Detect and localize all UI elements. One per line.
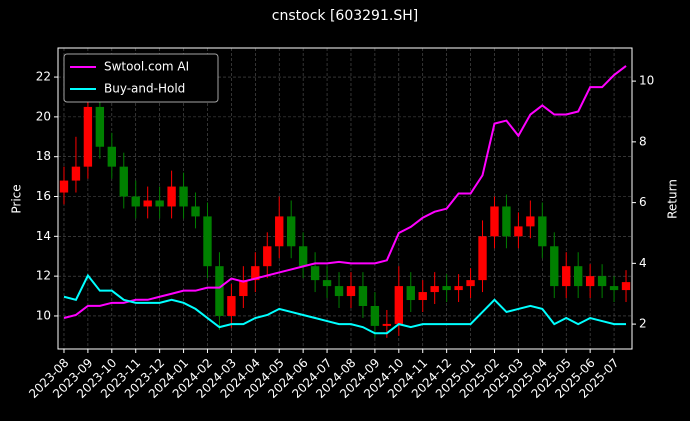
candle-body [526, 216, 535, 227]
return-line [63, 65, 627, 319]
candle-body [298, 246, 308, 267]
candle-body [334, 286, 344, 297]
candle-body [442, 286, 451, 291]
legend-box [63, 53, 219, 103]
candle-body [430, 286, 439, 293]
legend: Swtool.com AI Buy-and-Hold [63, 53, 219, 103]
candle-body [287, 216, 296, 247]
candle-body [155, 200, 164, 207]
y-axis-label: Price [10, 184, 24, 213]
candle-body [538, 216, 547, 247]
candle-body [95, 106, 105, 147]
candle-body [215, 266, 224, 316]
candle-body [191, 206, 200, 217]
y2-axis-label: Return [666, 179, 680, 219]
candle-body [346, 286, 356, 297]
candle-body [167, 186, 176, 207]
candle-body [143, 200, 152, 207]
candle-body [574, 266, 583, 287]
candle-body [466, 280, 475, 287]
y2-tick-label: 2 [639, 317, 647, 331]
candle-body [179, 186, 188, 207]
candle-body [239, 280, 248, 297]
candle-body [609, 286, 619, 291]
y2-tick-label: 6 [639, 195, 647, 209]
candle-body [418, 292, 427, 301]
y-tick-label: 16 [36, 189, 51, 203]
candle-body [358, 286, 368, 306]
candle-body [131, 196, 140, 207]
candle-body [454, 286, 463, 291]
y2-tick-label: 4 [639, 256, 647, 270]
candle-body [227, 296, 236, 316]
candle-body [621, 282, 631, 291]
candle-body [562, 266, 571, 287]
y-tick-label: 22 [36, 70, 51, 84]
candle-body [490, 206, 499, 237]
legend-label: Swtool.com AI [104, 60, 189, 74]
candle-body [107, 146, 116, 167]
candle-body [550, 246, 559, 287]
candle-body [597, 276, 607, 287]
candle-body [310, 266, 320, 281]
candle-body [275, 216, 284, 247]
candle-body [382, 323, 392, 326]
candle-body [394, 286, 403, 324]
legend-label: Buy-and-Hold [104, 82, 185, 96]
plot-frame [57, 47, 633, 350]
candle-body [203, 216, 212, 267]
candle-body [502, 206, 511, 237]
candle-body [585, 276, 595, 287]
chart-title: cnstock [603291.SH] [272, 8, 418, 24]
candle-body [119, 166, 128, 197]
y-tick-label: 14 [36, 229, 51, 243]
candle-body [514, 226, 523, 237]
candle-body [370, 306, 380, 326]
y-tick-label: 18 [36, 149, 51, 163]
y-tick-label: 12 [36, 269, 51, 283]
y-tick-label: 20 [36, 109, 51, 123]
candle-body [83, 106, 93, 167]
y2-tick-label: 8 [639, 134, 647, 148]
candle-body [71, 166, 81, 181]
candle-body [406, 286, 415, 301]
candle-body [263, 246, 272, 267]
return-line [63, 273, 627, 335]
y-tick-label: 10 [36, 308, 51, 322]
candle-body [322, 280, 332, 287]
candle-body [59, 180, 69, 193]
candle-body [478, 236, 487, 281]
y2-tick-label: 10 [639, 74, 654, 88]
candle-body [251, 266, 260, 281]
